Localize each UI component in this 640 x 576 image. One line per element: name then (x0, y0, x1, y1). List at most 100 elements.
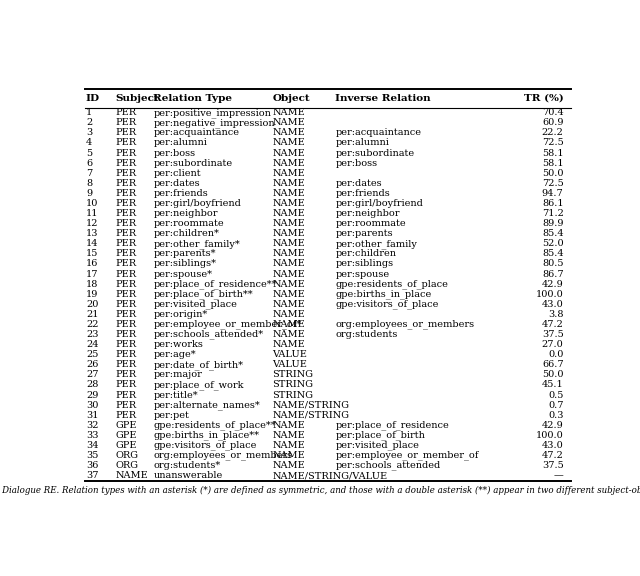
Text: 19: 19 (86, 290, 99, 299)
Text: PER: PER (116, 350, 137, 359)
Text: 27: 27 (86, 370, 99, 380)
Text: PER: PER (116, 179, 137, 188)
Text: per:client: per:client (154, 169, 201, 178)
Text: 50.0: 50.0 (542, 370, 564, 380)
Text: per:alternate_names*: per:alternate_names* (154, 400, 260, 410)
Text: PER: PER (116, 360, 137, 369)
Text: org:students: org:students (335, 330, 398, 339)
Text: per:spouse*: per:spouse* (154, 270, 212, 279)
Text: 3.8: 3.8 (548, 310, 564, 319)
Text: per:negative_impression: per:negative_impression (154, 118, 275, 128)
Text: 15: 15 (86, 249, 99, 259)
Text: STRING: STRING (273, 380, 314, 389)
Text: NAME: NAME (273, 340, 305, 349)
Text: NAME: NAME (273, 128, 305, 138)
Text: per:place_of_work: per:place_of_work (154, 380, 244, 390)
Text: per:schools_attended*: per:schools_attended* (154, 329, 264, 339)
Text: 5: 5 (86, 149, 92, 158)
Text: NAME: NAME (273, 219, 305, 228)
Text: PER: PER (116, 310, 137, 319)
Text: 24: 24 (86, 340, 99, 349)
Text: 80.5: 80.5 (542, 259, 564, 268)
Text: per:alumni: per:alumni (154, 138, 207, 147)
Text: PER: PER (116, 128, 137, 138)
Text: 37.5: 37.5 (542, 330, 564, 339)
Text: 0.7: 0.7 (548, 400, 564, 410)
Text: PER: PER (116, 239, 137, 248)
Text: PER: PER (116, 270, 137, 279)
Text: 0.0: 0.0 (548, 350, 564, 359)
Text: per:parents: per:parents (335, 229, 393, 238)
Text: 85.4: 85.4 (542, 249, 564, 259)
Text: per:origin*: per:origin* (154, 310, 207, 319)
Text: NAME: NAME (273, 229, 305, 238)
Text: Relation Type: Relation Type (154, 94, 232, 103)
Text: —: — (554, 471, 564, 480)
Text: per:employee_or_member_of: per:employee_or_member_of (335, 450, 479, 460)
Text: 42.9: 42.9 (542, 279, 564, 289)
Text: NAME: NAME (273, 270, 305, 279)
Text: per:place_of_birth**: per:place_of_birth** (154, 289, 253, 299)
Text: per:other_family*: per:other_family* (154, 239, 240, 249)
Text: 29: 29 (86, 391, 99, 400)
Text: PER: PER (116, 279, 137, 289)
Text: org:employees_or_members: org:employees_or_members (154, 450, 292, 460)
Text: 71.2: 71.2 (541, 209, 564, 218)
Text: PER: PER (116, 380, 137, 389)
Text: Subject: Subject (116, 94, 159, 103)
Text: PER: PER (116, 340, 137, 349)
Text: 20: 20 (86, 300, 99, 309)
Text: NAME/STRING: NAME/STRING (273, 400, 349, 410)
Text: STRING: STRING (273, 391, 314, 400)
Text: per:boss: per:boss (154, 149, 196, 158)
Text: per:acquaintance: per:acquaintance (154, 128, 239, 138)
Text: 47.2: 47.2 (541, 320, 564, 329)
Text: 37.5: 37.5 (542, 461, 564, 470)
Text: NAME: NAME (273, 300, 305, 309)
Text: GPE: GPE (116, 431, 137, 440)
Text: GPE: GPE (116, 441, 137, 450)
Text: PER: PER (116, 249, 137, 259)
Text: 0.3: 0.3 (548, 411, 564, 420)
Text: per:age*: per:age* (154, 350, 196, 359)
Text: NAME: NAME (273, 461, 305, 470)
Text: org:students*: org:students* (154, 461, 221, 470)
Text: NAME: NAME (273, 320, 305, 329)
Text: 21: 21 (86, 310, 99, 319)
Text: NAME: NAME (273, 118, 305, 127)
Text: per:children: per:children (335, 249, 396, 259)
Text: per:girl/boyfriend: per:girl/boyfriend (154, 199, 241, 208)
Text: per:neighbor: per:neighbor (335, 209, 400, 218)
Text: 25: 25 (86, 350, 99, 359)
Text: VALUE: VALUE (273, 350, 307, 359)
Text: NAME: NAME (273, 310, 305, 319)
Text: 10: 10 (86, 199, 99, 208)
Text: PER: PER (116, 370, 137, 380)
Text: 34: 34 (86, 441, 99, 450)
Text: NAME: NAME (273, 149, 305, 158)
Text: per:friends: per:friends (335, 189, 390, 198)
Text: NAME: NAME (273, 169, 305, 178)
Text: 14: 14 (86, 239, 99, 248)
Text: PER: PER (116, 411, 137, 420)
Text: per:subordinate: per:subordinate (335, 149, 415, 158)
Text: PER: PER (116, 391, 137, 400)
Text: ORG: ORG (116, 461, 139, 470)
Text: 28: 28 (86, 380, 99, 389)
Text: NAME: NAME (116, 471, 148, 480)
Text: PER: PER (116, 138, 137, 147)
Text: 86.1: 86.1 (542, 199, 564, 208)
Text: PER: PER (116, 199, 137, 208)
Text: 70.4: 70.4 (542, 108, 564, 118)
Text: NAME: NAME (273, 239, 305, 248)
Text: 6: 6 (86, 158, 92, 168)
Text: 100.0: 100.0 (536, 431, 564, 440)
Text: per:works: per:works (154, 340, 204, 349)
Text: 52.0: 52.0 (542, 239, 564, 248)
Text: NAME: NAME (273, 290, 305, 299)
Text: 23: 23 (86, 330, 99, 339)
Text: per:employee_or_member_of*: per:employee_or_member_of* (154, 320, 301, 329)
Text: NAME: NAME (273, 431, 305, 440)
Text: NAME: NAME (273, 138, 305, 147)
Text: NAME: NAME (273, 189, 305, 198)
